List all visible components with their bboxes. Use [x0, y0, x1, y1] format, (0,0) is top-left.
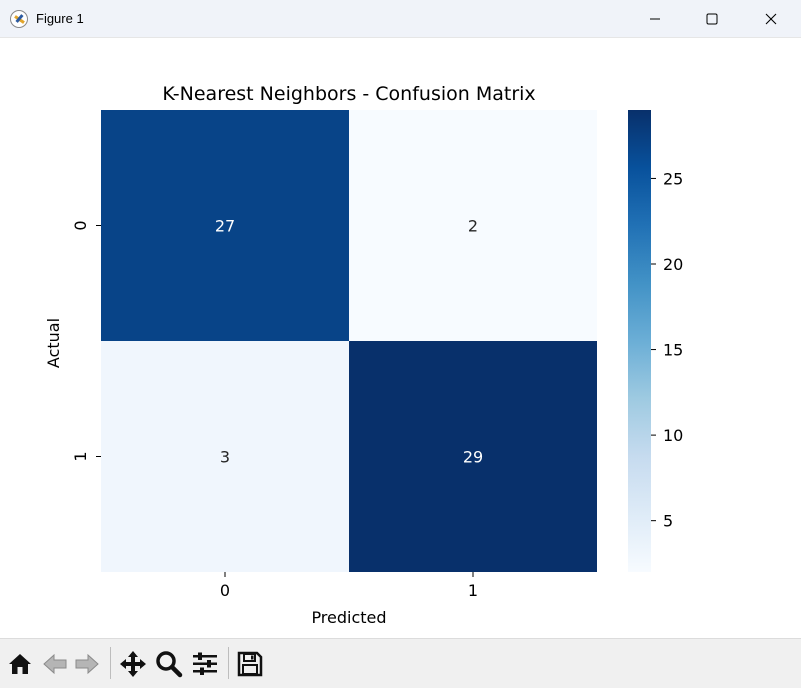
colorbar-tick-label: 5 — [663, 512, 673, 531]
figure-canvas: K-Nearest Neighbors - Confusion Matrix 2… — [0, 38, 801, 638]
home-button[interactable] — [5, 649, 35, 679]
back-button[interactable] — [40, 649, 70, 679]
maximize-button[interactable] — [689, 0, 735, 38]
x-tick-label: 0 — [220, 581, 230, 600]
window-title: Figure 1 — [36, 11, 84, 26]
heatmap-cell — [101, 110, 349, 341]
navigation-toolbar — [0, 638, 801, 688]
close-icon — [765, 13, 777, 25]
pan-button[interactable] — [118, 649, 148, 679]
cell-annotation: 29 — [463, 448, 483, 467]
y-tick-label: 0 — [71, 220, 90, 230]
back-arrow-icon — [43, 653, 67, 675]
close-button[interactable] — [748, 0, 794, 38]
chart-title: K-Nearest Neighbors - Confusion Matrix — [162, 83, 535, 105]
forward-arrow-icon — [75, 653, 99, 675]
colorbar-tick-label: 25 — [663, 169, 683, 188]
matplotlib-icon — [10, 10, 28, 28]
colorbar-tick-label: 20 — [663, 255, 683, 274]
colorbar — [628, 110, 651, 572]
x-tick-label: 1 — [468, 581, 478, 600]
save-button[interactable] — [235, 649, 265, 679]
minimize-button[interactable] — [632, 0, 678, 38]
heatmap-cell — [101, 341, 349, 572]
y-tick-label: 1 — [71, 451, 90, 461]
heatmap-cell — [349, 341, 597, 572]
title-bar: Figure 1 — [0, 0, 801, 38]
toolbar-separator — [110, 647, 111, 679]
x-axis-label: Predicted — [311, 608, 386, 627]
colorbar-tick-label: 10 — [663, 426, 683, 445]
confusion-matrix-chart: K-Nearest Neighbors - Confusion Matrix 2… — [44, 83, 683, 627]
minimize-icon — [650, 18, 660, 20]
heatmap-cell — [349, 110, 597, 341]
pan-icon — [120, 651, 146, 677]
y-axis-label: Actual — [44, 318, 63, 368]
zoom-button[interactable] — [154, 649, 184, 679]
zoom-icon — [156, 651, 183, 678]
cell-annotation: 3 — [220, 448, 230, 467]
configure-subplots-button[interactable] — [190, 649, 220, 679]
cell-annotation: 27 — [215, 217, 235, 236]
toolbar-separator — [228, 647, 229, 679]
save-icon — [237, 651, 263, 677]
cell-annotation: 2 — [468, 217, 478, 236]
configure-subplots-icon — [193, 652, 217, 675]
colorbar-tick-label: 15 — [663, 341, 683, 360]
forward-button[interactable] — [72, 649, 102, 679]
home-icon — [9, 654, 31, 674]
maximize-icon — [706, 13, 718, 25]
